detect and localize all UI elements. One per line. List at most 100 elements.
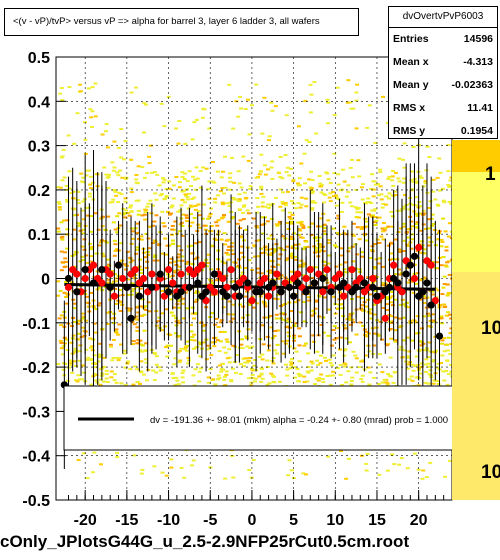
heat-cell [80, 312, 85, 315]
heat-cell [124, 209, 128, 212]
heat-cell [263, 164, 267, 167]
heat-cell [288, 211, 292, 214]
heat-cell [405, 267, 410, 270]
heat-cell [402, 142, 407, 145]
heat-cell [415, 257, 420, 259]
heat-cell [235, 222, 240, 225]
heat-cell [343, 365, 348, 368]
heat-cell [339, 210, 344, 213]
heat-cell [390, 453, 395, 456]
heat-cell [286, 474, 291, 477]
heat-cell [103, 228, 108, 231]
heat-cell [263, 246, 268, 249]
heat-cell [214, 279, 219, 282]
heat-cell [353, 354, 358, 357]
heat-cell [213, 323, 218, 326]
heat-cell [441, 256, 446, 258]
heat-cell [302, 320, 307, 323]
heat-cell [194, 291, 199, 294]
heat-cell [347, 317, 352, 320]
heat-cell [107, 264, 112, 267]
heat-cell [246, 359, 251, 362]
heat-cell [176, 383, 181, 386]
heat-cell [142, 102, 147, 105]
heat-cell [245, 361, 250, 364]
heat-cell [64, 296, 68, 298]
black-data-point [73, 288, 81, 296]
heat-cell [73, 208, 77, 211]
heat-cell [350, 376, 355, 379]
heat-cell [185, 344, 190, 347]
heat-cell [97, 244, 102, 247]
heat-cell [235, 354, 240, 356]
heat-cell [219, 217, 224, 220]
heat-cell [259, 272, 264, 275]
heat-cell [373, 224, 378, 226]
heat-cell [58, 339, 63, 342]
heat-cell [232, 181, 237, 184]
heat-cell [368, 257, 373, 259]
heat-cell [142, 329, 147, 332]
heat-cell [80, 209, 85, 212]
black-data-point [81, 266, 89, 274]
heat-cell [367, 350, 372, 353]
heat-cell [351, 260, 356, 263]
heat-cell [302, 381, 307, 384]
heat-cell [136, 339, 141, 342]
heat-cell [213, 201, 218, 204]
heat-cell [65, 302, 70, 305]
heat-cell [414, 196, 418, 199]
heat-cell [252, 306, 256, 309]
heat-cell [448, 332, 453, 335]
heat-cell [308, 111, 313, 114]
heat-cell [363, 217, 368, 220]
heat-cell [312, 81, 317, 83]
heat-cell [415, 272, 420, 275]
heat-cell [336, 307, 341, 310]
heat-cell [259, 367, 264, 370]
heat-cell [144, 342, 149, 345]
heat-cell [287, 174, 292, 177]
heat-cell [222, 214, 226, 216]
heat-cell [278, 205, 283, 208]
heat-cell [241, 205, 246, 208]
heat-cell [147, 155, 152, 158]
heat-cell [125, 250, 130, 253]
heat-cell [346, 184, 351, 187]
heat-cell [379, 235, 384, 238]
heat-cell [323, 264, 328, 267]
heat-cell [209, 268, 214, 271]
heat-cell [405, 336, 410, 339]
heat-cell [123, 384, 128, 387]
x-tick-label: -20 [74, 512, 97, 529]
heat-cell [403, 194, 407, 197]
heat-cell [146, 301, 151, 304]
red-data-point [319, 288, 327, 296]
red-data-point [264, 292, 273, 300]
heat-cell [303, 182, 308, 185]
heat-cell [196, 223, 201, 226]
heat-cell [197, 226, 202, 229]
heat-cell [78, 350, 82, 353]
heat-cell [259, 247, 263, 250]
heat-cell [332, 172, 337, 175]
heat-cell [69, 364, 74, 367]
heat-cell [291, 180, 296, 183]
heat-cell [175, 269, 180, 272]
heat-cell [84, 254, 89, 257]
heat-cell [385, 296, 390, 299]
heat-cell [315, 249, 319, 252]
heat-cell [64, 280, 68, 283]
heat-cell [392, 190, 397, 193]
heat-cell [231, 344, 236, 347]
heat-cell [327, 196, 332, 199]
heat-cell [65, 198, 69, 201]
heat-cell [294, 322, 299, 325]
heat-cell [130, 237, 135, 240]
heat-cell [180, 376, 185, 379]
heat-cell [263, 305, 268, 308]
heat-cell [418, 251, 423, 254]
heat-cell [413, 365, 418, 368]
heat-cell [444, 370, 449, 372]
heat-cell [56, 227, 61, 230]
